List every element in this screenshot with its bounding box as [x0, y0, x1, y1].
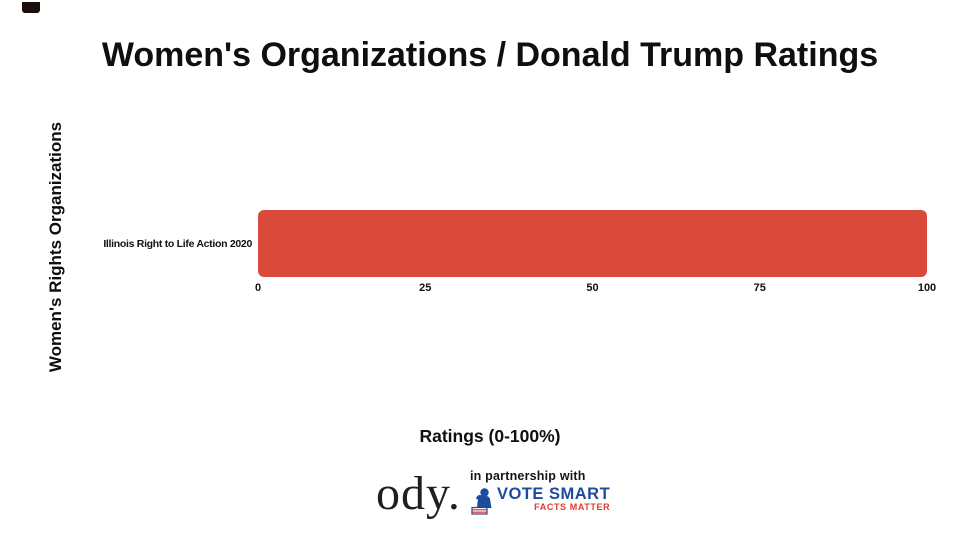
x-tick-label: 0: [254, 282, 262, 294]
votesmart-logo: VOTE SMART FACTS MATTER: [470, 485, 611, 520]
x-tick-label: 75: [753, 282, 766, 294]
votesmart-wordmark: VOTE SMART: [497, 485, 611, 503]
category-label: Illinois Right to Life Action 2020: [103, 237, 252, 250]
category-labels: Illinois Right to Life Action 2020: [0, 210, 252, 277]
x-axis-label: Ratings (0-100%): [419, 426, 561, 446]
x-tick-label: 25: [419, 282, 432, 294]
votesmart-mascot-icon: [470, 487, 494, 520]
x-tick-label: 100: [917, 282, 937, 294]
rating-bar: [258, 210, 927, 277]
bar-rows: [258, 210, 927, 277]
brand-logo: ody.: [376, 467, 461, 520]
partnership-text: in partnership with: [470, 469, 586, 483]
corner-mark: [22, 2, 40, 13]
votesmart-tagline: FACTS MATTER: [534, 502, 611, 513]
chart-title: Women's Organizations / Donald Trump Rat…: [101, 36, 879, 74]
x-axis-ticks: 0 25 50 75 100: [254, 282, 936, 296]
votesmart-wordmark-block: VOTE SMART FACTS MATTER: [497, 485, 611, 513]
x-tick-label: 50: [586, 282, 599, 294]
